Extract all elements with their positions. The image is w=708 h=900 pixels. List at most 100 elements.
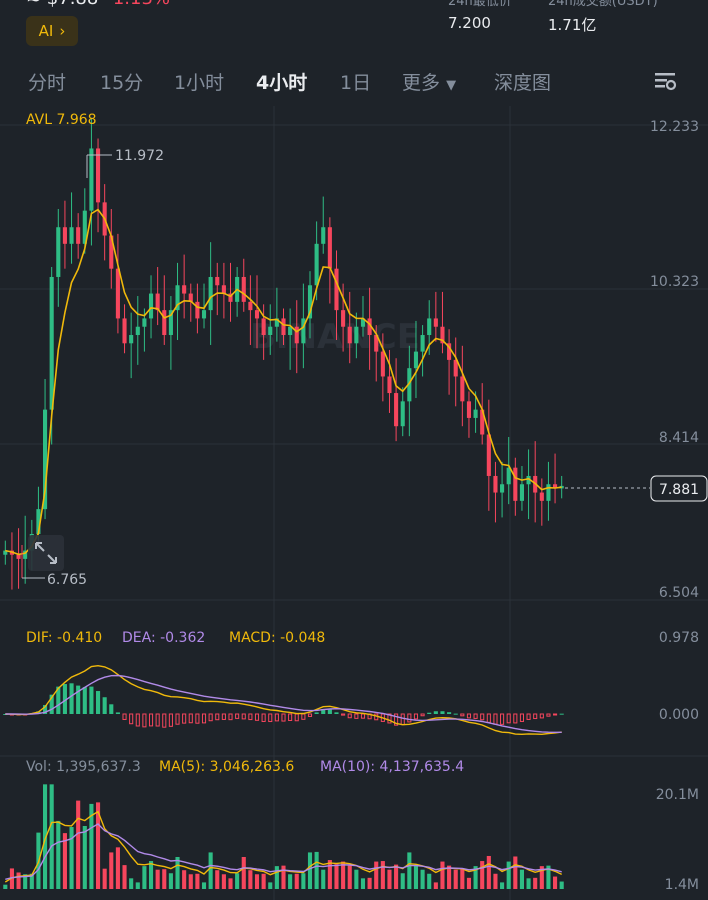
volume-bar: [453, 869, 458, 889]
candle-body: [261, 318, 266, 336]
tab-4h[interactable]: 4小时: [256, 72, 308, 94]
volume-bar: [228, 878, 233, 889]
candle-body: [387, 376, 392, 394]
macd-bar: [155, 713, 160, 727]
volume-bar: [274, 866, 279, 889]
candle-body: [241, 276, 246, 302]
macd-bar: [274, 713, 279, 722]
candle-body: [281, 318, 286, 336]
macd-bar: [440, 711, 445, 714]
candle-body: [23, 550, 28, 559]
candle-body: [301, 318, 306, 344]
candle-body: [168, 310, 173, 336]
volume-bar: [129, 878, 134, 889]
candle-body: [526, 475, 531, 485]
candle-body: [221, 285, 226, 294]
volume-bar: [268, 882, 273, 889]
macd-bar: [261, 713, 266, 722]
macd-axis-label: 0.978: [659, 630, 699, 646]
candle-body: [473, 409, 478, 418]
volume-bar: [76, 800, 81, 889]
ai-button[interactable]: AI ›: [26, 16, 78, 46]
volume-bar: [135, 882, 140, 889]
candle-body: [519, 484, 525, 501]
tab-1h[interactable]: 1小时: [174, 72, 225, 94]
volume-bar: [380, 861, 385, 889]
candle-body: [16, 554, 21, 559]
macd-bar: [135, 713, 140, 727]
macd-bar: [49, 694, 54, 714]
volume-bar: [413, 865, 419, 889]
tab-15m[interactable]: 15分: [100, 72, 144, 94]
volume-bar: [69, 827, 74, 889]
macd-bar: [254, 713, 260, 721]
volume-bar: [56, 820, 61, 889]
candle-body: [307, 285, 313, 319]
volume-bar: [327, 860, 332, 889]
volume-bar: [321, 869, 326, 889]
macd-bar: [95, 691, 101, 714]
low-marker-label: 6.765: [47, 572, 87, 588]
low-label: 24h最低价: [448, 0, 512, 9]
macd-bar: [122, 713, 127, 720]
price-axis-label: 10.323: [650, 274, 699, 290]
volume-bar: [241, 856, 246, 889]
volume-bar: [109, 852, 114, 889]
volume-bar: [334, 864, 339, 889]
candle-body: [89, 148, 94, 211]
volume-bar: [82, 826, 87, 889]
tab-more[interactable]: 更多 ▼: [402, 68, 456, 95]
candle-body: [69, 227, 74, 244]
macd-bar: [493, 713, 498, 725]
kline-chart[interactable]: BINANCE 7.881 AVL 7.968 12.233 10.323 8.…: [0, 106, 708, 900]
macd-bar: [82, 687, 87, 714]
macd-bar: [162, 713, 167, 728]
macd-bar: [294, 713, 299, 722]
dif-line: [5, 664, 562, 736]
volume-bar: [23, 874, 28, 889]
volume-bar: [493, 873, 498, 889]
volume-bar: [354, 869, 359, 889]
fullscreen-icon[interactable]: [28, 535, 64, 571]
candle-body: [453, 359, 458, 377]
vol-ma10-line: [5, 823, 562, 880]
candle-body: [360, 318, 366, 327]
candle-body: [42, 409, 48, 510]
volume-bar: [407, 852, 412, 889]
volume-bar: [460, 869, 465, 889]
low-value: 7.200: [448, 14, 491, 32]
candle-body: [62, 227, 67, 244]
macd-bar: [519, 713, 525, 722]
macd-bar: [473, 713, 478, 719]
macd-bar: [327, 709, 332, 714]
candle-body: [394, 393, 399, 427]
macd-bar: [559, 713, 564, 715]
volume-bar: [182, 870, 187, 889]
tab-depth[interactable]: 深度图: [494, 72, 552, 94]
volume-axis-label: 20.1M: [656, 787, 699, 803]
macd-bar: [413, 713, 419, 720]
candle-body: [115, 268, 120, 319]
macd-bar: [62, 684, 67, 714]
candle-body: [413, 351, 419, 369]
volume-bar: [466, 877, 472, 889]
price-summary: ≈ $7.88 -1.13%: [26, 0, 170, 9]
candle-body: [274, 318, 279, 327]
volume-bar: [301, 873, 306, 889]
tab-timeshare[interactable]: 分时: [28, 72, 67, 94]
candle-body: [427, 318, 432, 336]
macd-bar: [387, 713, 392, 724]
candle-body: [433, 318, 438, 327]
candle-body: [493, 475, 498, 493]
chart-settings-icon[interactable]: [652, 68, 678, 94]
caret-down-icon: ▼: [446, 78, 457, 93]
candle-body: [294, 326, 299, 344]
volume-bar: [288, 874, 293, 889]
tab-1d[interactable]: 1日: [340, 72, 372, 94]
candle-body: [188, 293, 193, 302]
macd-bar: [188, 713, 193, 724]
volume-bar: [374, 861, 379, 889]
interval-tabs: 分时 15分 1小时 4小时 1日 更多 ▼ 深度图: [0, 64, 708, 100]
macd-bar: [201, 713, 207, 724]
macd-bar: [129, 713, 134, 725]
